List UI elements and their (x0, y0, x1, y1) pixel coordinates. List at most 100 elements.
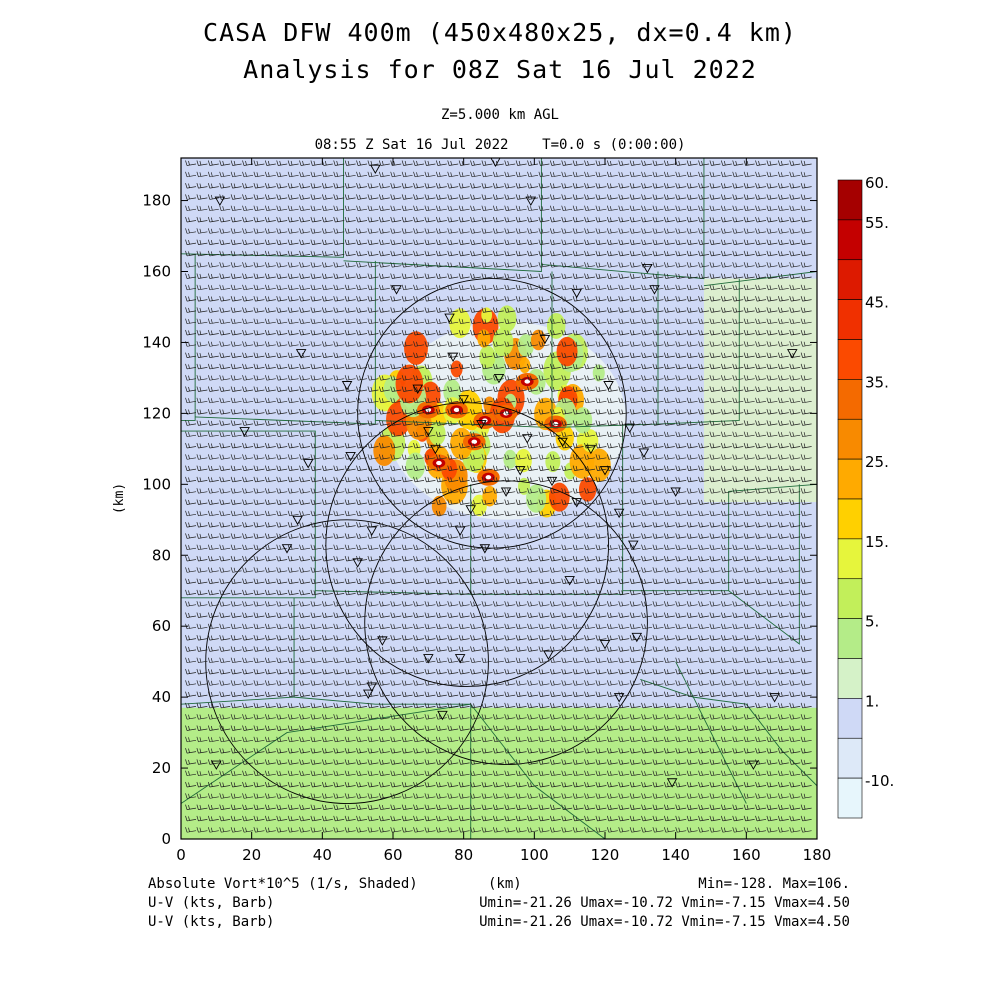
y-tick-label: 80 (152, 546, 171, 564)
x-tick-label: 120 (591, 846, 620, 864)
barb-stats-1: Umin=-21.26 Umax=-10.72 Vmin=-7.15 Vmax=… (479, 895, 850, 911)
station-marker (341, 381, 353, 391)
station-marker (423, 427, 434, 437)
y-tick-label: 180 (142, 192, 171, 210)
station-marker (366, 526, 378, 536)
shade-cell (526, 484, 547, 513)
y-tick-label: 60 (152, 617, 171, 635)
station-marker (239, 427, 250, 437)
colorbar-swatch (837, 658, 863, 699)
shade-core-centre (453, 407, 460, 412)
station-marker (571, 498, 583, 508)
x-tick-label: 60 (383, 846, 402, 864)
field-label: Absolute Vort*10^5 (1/s, Shaded) (148, 876, 418, 892)
station-marker (412, 384, 424, 394)
colorbar-label: 1. (865, 692, 879, 710)
county-line (728, 484, 800, 645)
station-marker (670, 487, 681, 497)
station-marker (786, 349, 798, 359)
county-line (657, 278, 740, 425)
colorbar-swatch (837, 179, 863, 221)
chart-subtitle: Analysis for 08Z Sat 16 Jul 2022 (243, 55, 757, 84)
barb-stats-2: Umin=-21.26 Umax=-10.72 Vmin=-7.15 Vmax=… (479, 914, 850, 930)
station-marker (302, 459, 314, 469)
shade-cell (503, 449, 517, 469)
station-marker (479, 544, 491, 554)
shade-core-centre (485, 475, 492, 480)
colorbar-swatch (837, 538, 863, 580)
y-tick-label: 120 (142, 404, 171, 422)
station-marker (599, 639, 611, 650)
shade-cell (519, 357, 531, 374)
colorbar-label: 5. (865, 613, 879, 631)
shade-cell (548, 482, 570, 512)
colorbar-label: 55. (865, 214, 889, 232)
shade-core-centre (524, 379, 531, 384)
min-max-label: Min=-128. Max=106. (698, 876, 850, 892)
shade-cell (449, 308, 471, 339)
colorbar-swatch (837, 219, 863, 261)
station-markers (211, 158, 798, 788)
shade-cell (405, 452, 426, 480)
shade-core-centre (471, 439, 478, 444)
station-marker (454, 654, 466, 664)
x-axis-label: (km) (488, 876, 522, 892)
shade-cell (443, 379, 461, 404)
station-marker (444, 313, 455, 324)
barb-grid (185, 160, 812, 833)
station-marker (546, 476, 558, 487)
shade-cell (556, 336, 578, 367)
x-tick-label: 100 (520, 846, 549, 864)
station-marker (362, 689, 374, 699)
colorbar-swatch (837, 618, 863, 659)
colorbar-swatch (837, 737, 863, 779)
colorbar-swatch (837, 777, 863, 819)
wind-barbs (185, 160, 812, 833)
station-marker (557, 437, 568, 448)
station-marker (295, 349, 307, 359)
station-marker (345, 451, 356, 462)
station-marker (539, 334, 551, 345)
shade-cell (497, 305, 517, 332)
station-marker (631, 632, 643, 643)
station-marker (500, 487, 512, 497)
y-tick-label: 20 (152, 759, 171, 777)
barb-label-2: U-V (kts, Barb) (148, 914, 275, 930)
colorbar-swatch (837, 698, 863, 739)
shade-cell (545, 451, 561, 473)
station-marker (585, 444, 597, 455)
x-tick-label: 180 (803, 846, 832, 864)
shade-cell (431, 495, 447, 517)
x-tick-label: 40 (313, 846, 332, 864)
county-line (181, 430, 316, 599)
station-marker (366, 682, 378, 692)
county-line (181, 703, 471, 804)
shade-cell (517, 334, 534, 357)
colorbar-swatch (837, 259, 863, 300)
shade-cell (492, 327, 514, 357)
station-marker (748, 760, 759, 770)
station-marker (493, 373, 505, 384)
plot-frame (180, 157, 818, 840)
station-marker (454, 526, 466, 536)
colorbar-swatch (837, 498, 863, 540)
station-marker (649, 285, 660, 295)
station-marker (447, 352, 459, 363)
colorbar-label: 60. (865, 174, 889, 192)
shade-cell (373, 435, 396, 466)
y-tick-label: 160 (142, 263, 171, 281)
station-marker (525, 196, 537, 206)
station-marker (476, 420, 487, 430)
station-marker (603, 381, 614, 391)
county-line (541, 158, 705, 280)
y-tick-label: 140 (142, 333, 171, 351)
station-marker (514, 466, 526, 476)
station-marker (423, 654, 434, 664)
station-marker (564, 576, 575, 586)
valid-time-label: 08:55 Z Sat 16 Jul 2022 T=0.0 s (0:00:00… (314, 137, 686, 153)
shade-cell (404, 331, 428, 365)
station-marker (292, 515, 303, 526)
station-marker (352, 558, 363, 568)
y-axis: 0 20 40 60 80 100 120 140 160 180 (142, 192, 817, 848)
